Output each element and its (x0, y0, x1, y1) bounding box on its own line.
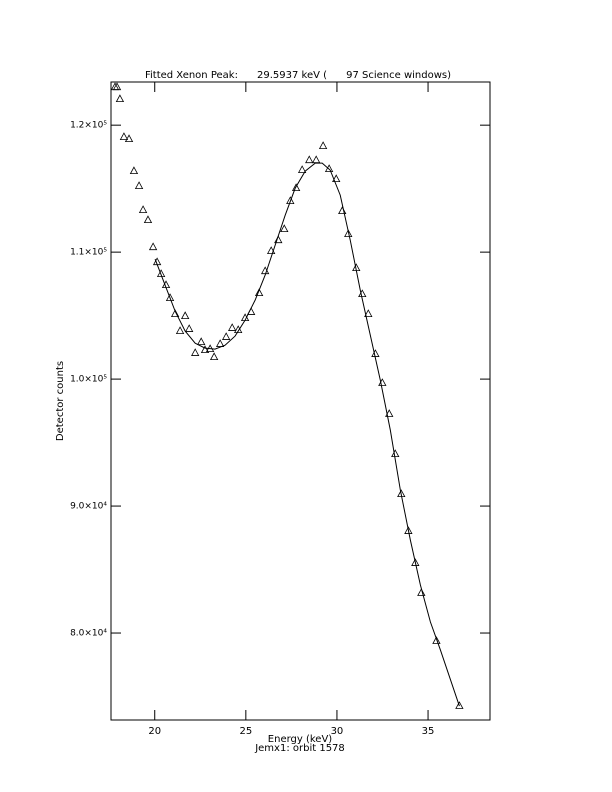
data-point (165, 293, 175, 301)
data-point (180, 311, 190, 320)
data-point (175, 326, 185, 335)
data-point (215, 339, 225, 347)
x-tick-label: 25 (239, 726, 252, 737)
y-tick-label: 9.0×10⁴ (70, 502, 107, 512)
data-point (280, 224, 289, 233)
data-point (305, 155, 314, 164)
data-point (344, 229, 353, 238)
data-point (129, 166, 139, 175)
data-point (138, 205, 148, 214)
y-tick-label: 1.2×10⁵ (70, 121, 107, 131)
data-point (115, 94, 125, 103)
y-tick-label: 1.1×10⁵ (70, 248, 107, 258)
data-point (318, 141, 328, 150)
data-point (432, 636, 441, 644)
x-axis-label: Energy (keV) (268, 734, 333, 745)
data-point (286, 196, 295, 204)
data-point (170, 309, 180, 317)
data-point (221, 332, 231, 340)
data-point (385, 409, 394, 417)
data-point (411, 558, 420, 566)
data-point (200, 345, 210, 354)
x-tick-label: 35 (422, 726, 435, 737)
data-point (364, 309, 373, 317)
x-tick-label: 20 (148, 726, 161, 737)
y-tick-label: 8.0×10⁴ (70, 629, 107, 639)
y-tick-label: 1.0×10⁵ (70, 375, 107, 385)
data-point (209, 352, 219, 361)
plot-frame (110, 81, 491, 721)
data-point (124, 134, 134, 143)
data-point (297, 165, 307, 174)
data-point (148, 242, 158, 251)
y-axis-label: Detector counts (55, 361, 66, 441)
data-point (332, 174, 341, 183)
data-point (134, 181, 144, 190)
data-point (228, 323, 237, 331)
data-point (254, 288, 264, 297)
subtitle: Jemx1: orbit 1578 (254, 743, 345, 754)
data-point (404, 526, 413, 534)
data-point (143, 215, 153, 224)
data-point (197, 337, 206, 346)
data-point (184, 324, 194, 332)
data-point (324, 164, 334, 172)
data-point (191, 348, 200, 356)
fit-line (154, 162, 460, 707)
data-point (291, 183, 301, 192)
data-point (234, 325, 243, 333)
data-point (417, 588, 426, 596)
data-point (112, 82, 122, 91)
data-point (119, 132, 129, 141)
data-point (455, 701, 464, 709)
chart-title: Fitted Xenon Peak: 29.5937 keV ( 97 Scie… (145, 70, 451, 81)
data-point (156, 269, 166, 277)
data-point (274, 235, 283, 244)
x-tick-label: 30 (331, 726, 344, 737)
